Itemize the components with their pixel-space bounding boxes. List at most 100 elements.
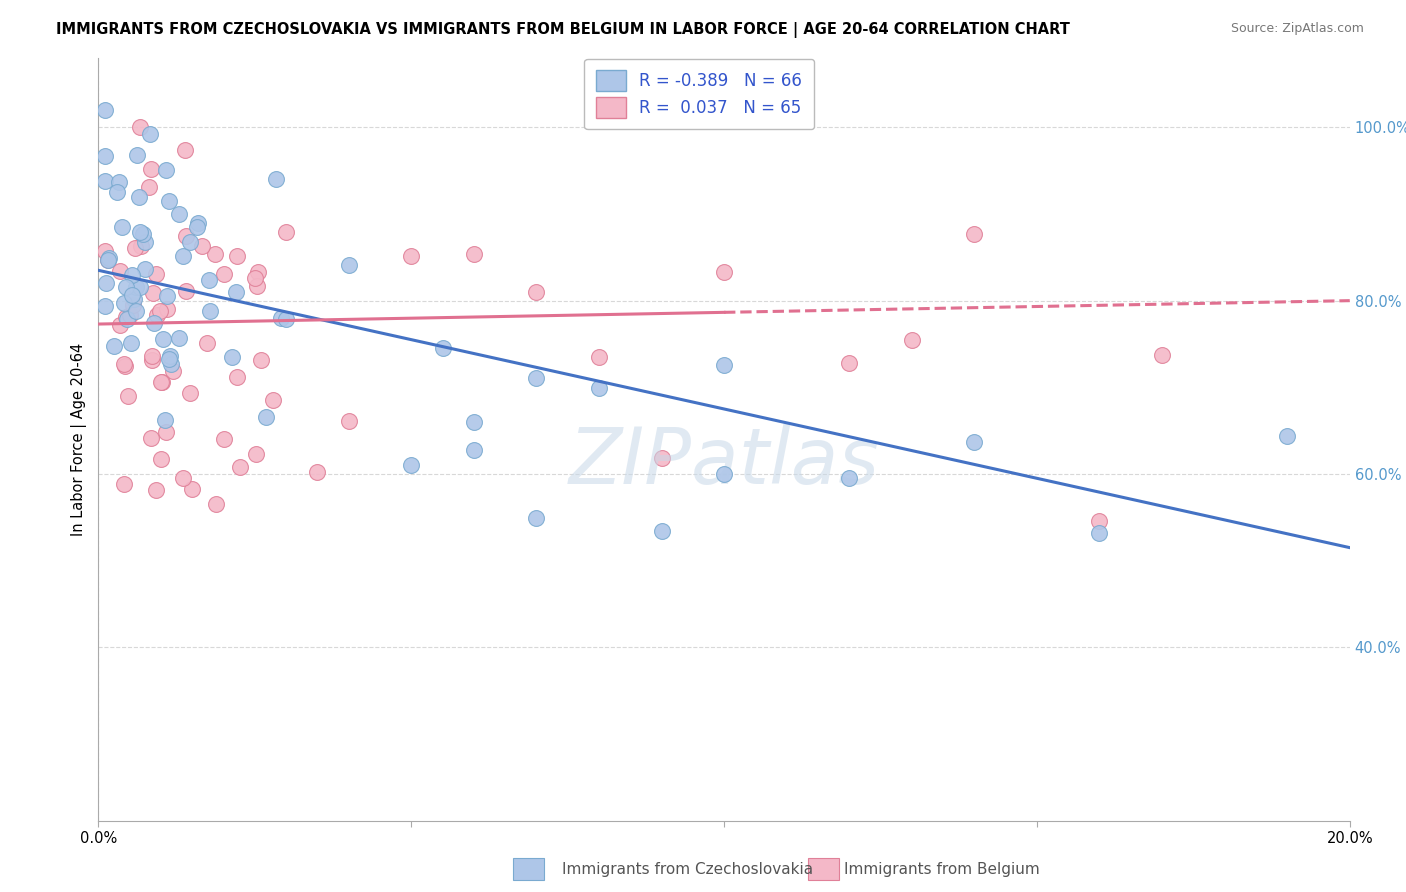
- Point: [228, 459, 250, 474]
- Point: [129, 239, 152, 253]
- Point: [149, 375, 172, 389]
- Text: ZIPatlas: ZIPatlas: [568, 425, 880, 500]
- Point: [212, 267, 235, 281]
- Point: [963, 227, 986, 242]
- Point: [713, 358, 735, 372]
- Point: [108, 264, 131, 278]
- Point: [115, 312, 138, 326]
- Point: [588, 350, 610, 364]
- Point: [650, 450, 672, 465]
- Point: [132, 227, 155, 241]
- Point: [155, 413, 177, 427]
- Point: [254, 410, 277, 425]
- Point: [160, 357, 183, 371]
- Point: [713, 264, 735, 278]
- Point: [1088, 525, 1111, 540]
- Point: [93, 149, 115, 163]
- Point: [246, 279, 269, 293]
- Point: [146, 309, 169, 323]
- Point: [112, 296, 135, 310]
- Point: [307, 465, 329, 479]
- Point: [125, 148, 148, 162]
- Point: [167, 206, 190, 220]
- Point: [125, 304, 148, 318]
- Point: [526, 285, 548, 300]
- Point: [588, 381, 610, 395]
- Point: [191, 239, 214, 253]
- Point: [270, 311, 292, 326]
- Point: [111, 220, 134, 235]
- Point: [1088, 514, 1111, 528]
- Point: [157, 194, 180, 209]
- Point: [145, 483, 167, 497]
- Point: [97, 252, 120, 267]
- Point: [129, 280, 152, 294]
- Point: [174, 229, 197, 244]
- Point: [838, 470, 860, 484]
- Text: Immigrants from Czechoslovakia: Immigrants from Czechoslovakia: [562, 863, 814, 877]
- Point: [187, 216, 209, 230]
- Point: [115, 280, 138, 294]
- Point: [401, 249, 423, 263]
- Point: [128, 190, 150, 204]
- Point: [134, 235, 156, 249]
- Point: [526, 370, 548, 384]
- Point: [112, 477, 135, 491]
- Point: [337, 258, 360, 272]
- Point: [122, 297, 145, 311]
- Point: [114, 359, 136, 373]
- Point: [838, 355, 860, 369]
- Point: [94, 299, 117, 313]
- Point: [134, 261, 156, 276]
- Point: [162, 364, 184, 378]
- Point: [117, 389, 139, 403]
- Point: [108, 175, 131, 189]
- Point: [274, 311, 298, 326]
- Point: [173, 249, 195, 263]
- Point: [155, 163, 177, 178]
- Point: [246, 265, 269, 279]
- Point: [900, 334, 922, 348]
- Point: [145, 267, 167, 281]
- Point: [150, 451, 173, 466]
- Point: [172, 471, 194, 485]
- Point: [1277, 429, 1299, 443]
- Point: [93, 103, 115, 117]
- Point: [250, 353, 273, 368]
- Point: [114, 310, 136, 325]
- Point: [713, 467, 735, 481]
- Point: [650, 524, 672, 539]
- Point: [526, 511, 548, 525]
- Point: [167, 331, 190, 345]
- Point: [963, 435, 986, 450]
- Point: [226, 369, 249, 384]
- Point: [141, 349, 163, 363]
- Point: [186, 220, 208, 235]
- Text: Immigrants from Belgium: Immigrants from Belgium: [844, 863, 1039, 877]
- Point: [139, 162, 162, 177]
- Point: [142, 286, 165, 301]
- Point: [179, 235, 201, 249]
- Y-axis label: In Labor Force | Age 20-64: In Labor Force | Age 20-64: [72, 343, 87, 536]
- Point: [149, 304, 172, 318]
- Point: [463, 443, 485, 458]
- Text: IMMIGRANTS FROM CZECHOSLOVAKIA VS IMMIGRANTS FROM BELGIUM IN LABOR FORCE | AGE 2: IMMIGRANTS FROM CZECHOSLOVAKIA VS IMMIGR…: [56, 22, 1070, 38]
- Point: [139, 431, 162, 445]
- Point: [108, 318, 131, 332]
- Point: [337, 414, 360, 428]
- Point: [142, 316, 165, 330]
- Point: [129, 226, 152, 240]
- Point: [204, 246, 226, 260]
- Point: [181, 482, 204, 496]
- Point: [155, 301, 177, 316]
- Point: [121, 268, 143, 283]
- Point: [120, 335, 142, 350]
- Point: [221, 351, 243, 365]
- Point: [159, 349, 181, 363]
- Point: [463, 416, 485, 430]
- Text: Source: ZipAtlas.com: Source: ZipAtlas.com: [1230, 22, 1364, 36]
- Point: [264, 172, 287, 186]
- Point: [152, 332, 174, 346]
- Point: [129, 120, 152, 135]
- Point: [174, 284, 197, 298]
